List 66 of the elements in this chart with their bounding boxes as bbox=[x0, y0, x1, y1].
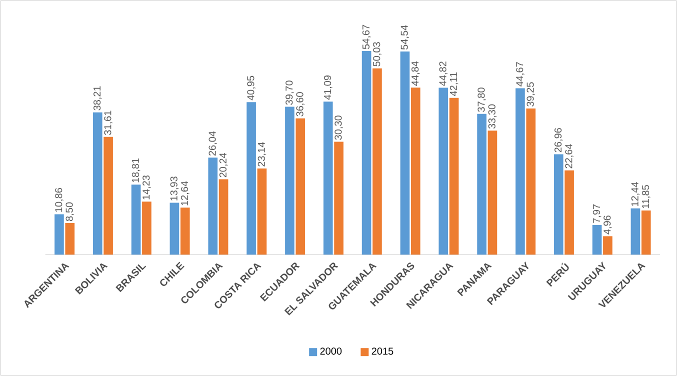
bar bbox=[285, 106, 294, 255]
data-label: 18,81 bbox=[132, 158, 140, 182]
bar bbox=[630, 208, 640, 255]
bar bbox=[526, 108, 536, 255]
bar bbox=[603, 236, 612, 255]
data-label: 23,14 bbox=[258, 142, 266, 166]
bar bbox=[410, 88, 420, 255]
bar bbox=[65, 223, 75, 255]
data-label: 42,11 bbox=[450, 72, 458, 96]
bar bbox=[323, 102, 333, 255]
bar bbox=[554, 154, 564, 255]
bar bbox=[516, 88, 525, 255]
bar bbox=[104, 136, 113, 255]
bar bbox=[592, 224, 602, 255]
data-label: 20,24 bbox=[219, 152, 228, 178]
data-label: 12,44 bbox=[631, 182, 640, 206]
data-label: 54,54 bbox=[400, 25, 410, 50]
bar bbox=[372, 68, 382, 255]
data-label: 13,93 bbox=[170, 176, 179, 200]
bar bbox=[362, 51, 372, 255]
data-label: 44,82 bbox=[439, 62, 448, 86]
data-label: 11,85 bbox=[642, 185, 650, 208]
data-label: 50,03 bbox=[373, 42, 382, 66]
data-label: 14,23 bbox=[142, 175, 151, 200]
data-label: 36,60 bbox=[296, 92, 305, 116]
data-label: 37,80 bbox=[478, 88, 486, 112]
data-label: 4,96 bbox=[604, 216, 612, 234]
bar bbox=[438, 88, 448, 255]
bar bbox=[180, 208, 190, 255]
legend-label: 2000 bbox=[320, 348, 342, 355]
data-label: 7,97 bbox=[592, 204, 602, 223]
data-label: 26,04 bbox=[208, 131, 218, 156]
data-label: 12,64 bbox=[181, 181, 190, 206]
bar bbox=[334, 142, 344, 255]
data-label: 10,86 bbox=[55, 188, 64, 212]
bar bbox=[400, 52, 410, 255]
legend-label: 2015 bbox=[372, 348, 394, 355]
bar bbox=[142, 202, 152, 255]
data-label: 22,64 bbox=[565, 144, 574, 168]
bar bbox=[92, 112, 102, 255]
bar bbox=[449, 98, 459, 255]
bar bbox=[246, 102, 256, 255]
data-label: 39,70 bbox=[286, 80, 294, 105]
data-label: 41,09 bbox=[324, 75, 332, 100]
data-label: 54,67 bbox=[362, 24, 371, 50]
data-label: 39,25 bbox=[526, 82, 536, 106]
bar bbox=[208, 158, 218, 255]
bar bbox=[257, 168, 267, 255]
bar bbox=[564, 170, 574, 255]
bar bbox=[296, 118, 306, 255]
data-label: 8,50 bbox=[66, 202, 74, 221]
data-label: 38,21 bbox=[94, 86, 102, 110]
data-label: 26,96 bbox=[554, 128, 563, 152]
bar bbox=[488, 130, 498, 255]
data-label: 44,84 bbox=[411, 61, 420, 86]
data-label: 30,30 bbox=[334, 116, 343, 140]
bar bbox=[641, 210, 651, 255]
data-label: 44,67 bbox=[516, 62, 524, 86]
bar bbox=[131, 184, 141, 255]
bar bbox=[54, 214, 64, 255]
data-label: 40,95 bbox=[247, 76, 256, 100]
data-label: 33,30 bbox=[488, 104, 497, 129]
bar bbox=[170, 202, 180, 255]
bar bbox=[477, 114, 486, 255]
data-label: 31,61 bbox=[104, 110, 112, 135]
bar bbox=[218, 179, 228, 255]
